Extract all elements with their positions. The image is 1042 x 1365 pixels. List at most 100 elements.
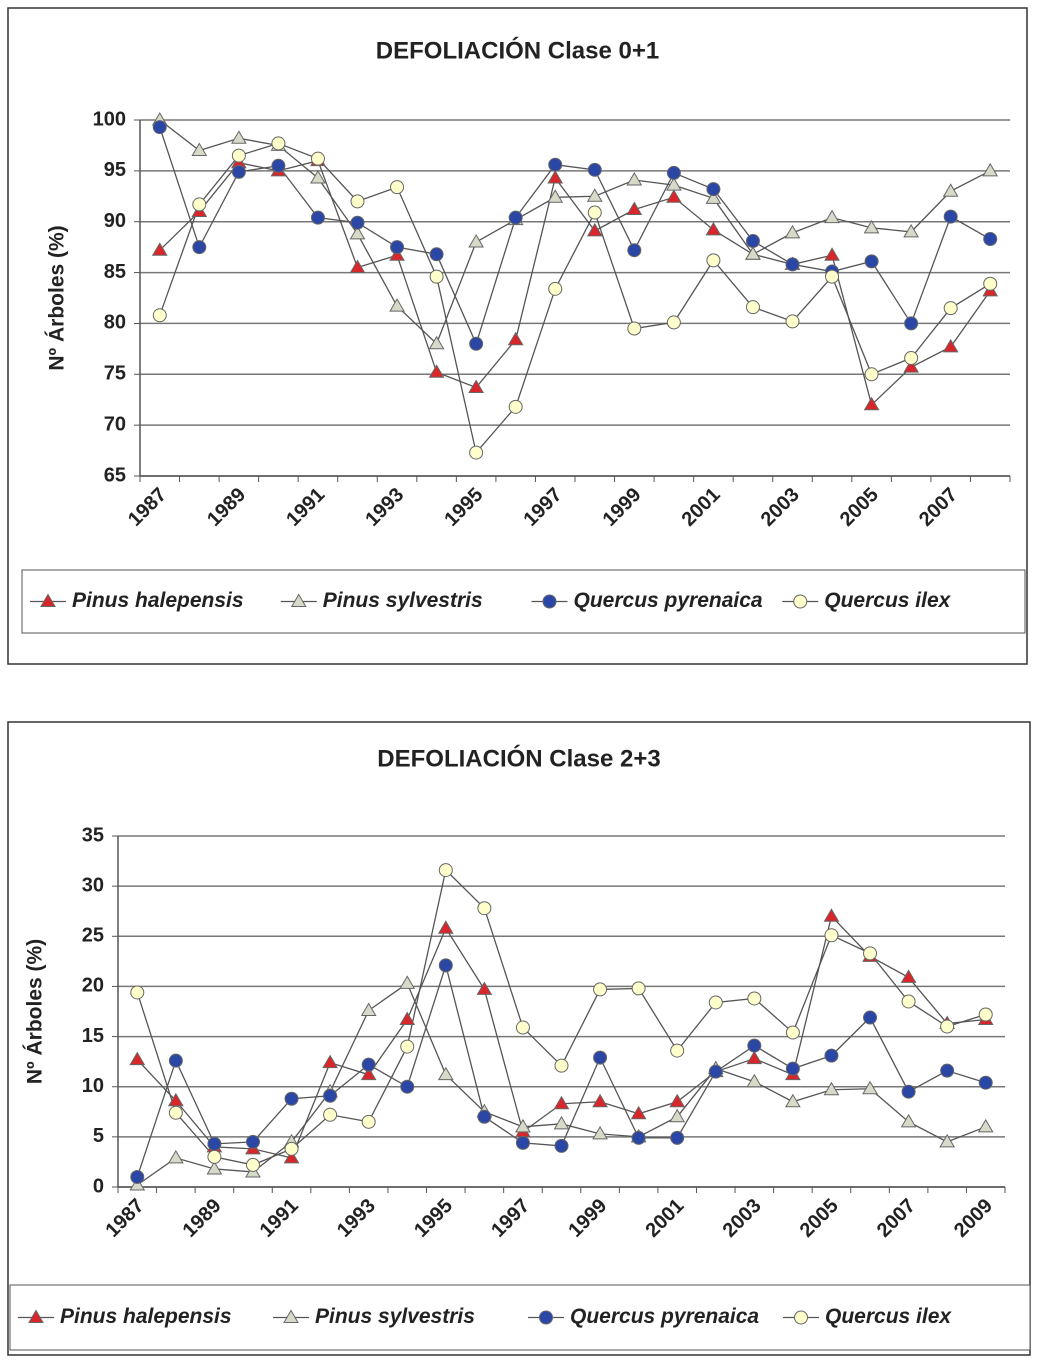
marker — [152, 308, 167, 323]
marker — [323, 1088, 338, 1103]
marker — [669, 1108, 686, 1123]
marker — [130, 1169, 145, 1184]
marker — [785, 1093, 801, 1108]
marker — [438, 863, 453, 878]
y-tick-label: 20 — [82, 975, 104, 997]
marker — [706, 182, 721, 197]
marker — [586, 188, 603, 202]
marker — [428, 364, 445, 378]
marker — [862, 1080, 878, 1095]
marker — [437, 920, 454, 934]
marker — [129, 1051, 146, 1066]
marker — [593, 1050, 608, 1065]
marker — [553, 1115, 570, 1130]
marker — [554, 1138, 569, 1153]
marker — [477, 1109, 492, 1124]
marker — [438, 958, 453, 973]
chart-title: DEFOLIACIÓN Clase 2+3 — [377, 744, 660, 772]
marker — [824, 928, 839, 943]
marker — [626, 172, 643, 186]
marker — [271, 136, 286, 151]
marker — [904, 351, 919, 366]
legend-label: Quercus pyrenaica — [570, 1305, 759, 1328]
series-line — [159, 126, 991, 346]
marker — [631, 1130, 646, 1145]
marker — [428, 335, 445, 350]
y-tick-label: 90 — [104, 210, 126, 232]
legend-label: Quercus ilex — [824, 589, 951, 612]
marker — [708, 1064, 723, 1079]
marker — [192, 240, 207, 255]
marker — [666, 315, 681, 330]
marker — [310, 210, 325, 225]
marker — [207, 1149, 222, 1164]
marker — [745, 234, 760, 249]
legend-label: Pinus halepensis — [60, 1305, 232, 1328]
marker — [706, 253, 721, 268]
marker — [670, 1130, 685, 1145]
marker — [983, 232, 998, 247]
y-axis-label: Nº Árboles (%) — [46, 225, 69, 370]
marker — [940, 1019, 955, 1034]
marker — [168, 1105, 183, 1120]
marker — [745, 246, 761, 260]
marker — [548, 157, 563, 172]
marker — [785, 257, 800, 272]
y-tick-label: 15 — [82, 1025, 104, 1047]
marker — [705, 190, 722, 204]
marker — [794, 1310, 808, 1325]
marker — [666, 165, 681, 180]
marker — [863, 946, 878, 961]
marker — [669, 1093, 686, 1108]
y-tick-label: 0 — [93, 1175, 104, 1197]
marker — [904, 316, 919, 331]
marker — [903, 223, 920, 238]
marker — [630, 1105, 647, 1120]
marker — [207, 1136, 222, 1151]
marker — [230, 130, 247, 144]
marker — [290, 593, 307, 607]
marker — [542, 594, 557, 609]
marker — [167, 1092, 184, 1107]
marker — [746, 1050, 763, 1065]
marker — [231, 148, 246, 163]
marker — [400, 1079, 415, 1094]
marker — [360, 1066, 377, 1081]
legend-box — [21, 569, 1026, 634]
marker — [310, 151, 325, 166]
marker — [587, 162, 602, 177]
marker — [28, 1309, 44, 1323]
marker — [900, 969, 917, 983]
marker — [747, 1038, 762, 1053]
marker — [231, 164, 246, 179]
legend-box — [9, 1284, 1031, 1351]
marker — [901, 994, 916, 1009]
marker — [587, 205, 602, 220]
marker — [284, 1141, 299, 1156]
marker — [507, 331, 524, 346]
marker — [399, 1011, 416, 1026]
marker — [942, 183, 959, 197]
marker — [515, 1118, 531, 1133]
marker — [631, 981, 646, 996]
chart-title: DEFOLIACIÓN Clase 0+1 — [376, 36, 659, 64]
marker — [670, 1043, 685, 1058]
y-tick-label: 5 — [93, 1125, 104, 1147]
marker — [40, 593, 56, 607]
y-tick-label: 100 — [93, 108, 126, 130]
marker — [942, 338, 959, 353]
marker — [437, 1066, 454, 1081]
marker — [323, 1107, 338, 1122]
marker — [284, 1091, 299, 1106]
marker — [745, 300, 760, 315]
marker — [823, 1081, 840, 1096]
marker — [477, 901, 492, 916]
marker — [245, 1134, 260, 1149]
marker — [389, 247, 405, 261]
marker — [824, 247, 840, 261]
legend-label: Pinus sylvestris — [315, 1305, 475, 1328]
marker — [390, 180, 405, 195]
marker — [271, 158, 286, 173]
